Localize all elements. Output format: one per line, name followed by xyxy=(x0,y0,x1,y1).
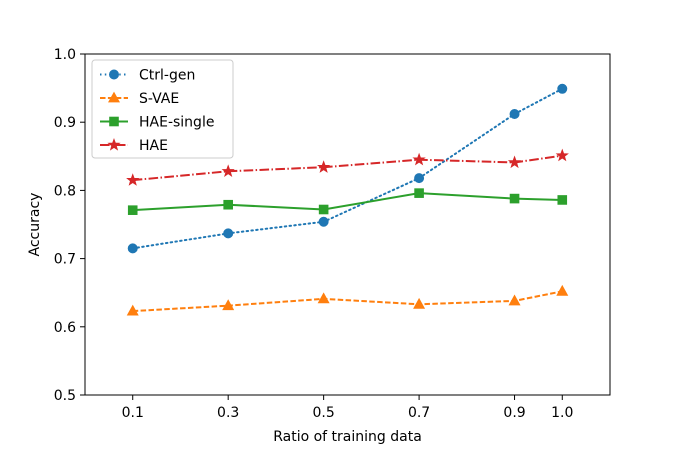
y-axis-ticks: 0.5 0.6 0.7 0.8 0.9 1.0 xyxy=(54,47,85,404)
legend-swatch-marker xyxy=(108,91,120,103)
series-line-hae-single xyxy=(132,192,563,212)
data-point-hae-single xyxy=(223,199,233,210)
data-point-hae xyxy=(317,160,331,173)
x-tick-label: 0.1 xyxy=(122,405,144,421)
data-point-hae xyxy=(555,148,569,162)
y-tick-label: 0.7 xyxy=(54,252,76,268)
legend-label: S-VAE xyxy=(139,91,179,107)
y-tick-label: 1.0 xyxy=(54,47,76,63)
x-axis-ticks: 0.1 0.3 0.5 0.7 0.9 1.0 xyxy=(122,395,573,421)
data-point-s-vae xyxy=(413,297,426,309)
data-point-ctrl-gen xyxy=(318,216,329,227)
data-point-hae xyxy=(221,164,235,177)
data-point-hae xyxy=(412,152,426,166)
data-point-hae-single xyxy=(318,204,329,215)
axes xyxy=(84,53,611,396)
y-tick-label: 0.9 xyxy=(54,115,76,131)
series-line-ctrl-gen xyxy=(131,87,564,250)
y-tick-label: 0.5 xyxy=(54,388,76,404)
legend-label: HAE xyxy=(139,138,168,154)
legend-entry-hae: HAE xyxy=(100,138,168,154)
legend-entry-hae-single: HAE-single xyxy=(100,115,214,131)
data-point-s-vae xyxy=(222,299,235,311)
data-point-ctrl-gen xyxy=(223,228,234,239)
legend-label: HAE-single xyxy=(139,115,214,131)
legend-label: Ctrl-gen xyxy=(139,68,195,84)
data-point-ctrl-gen xyxy=(509,109,520,120)
data-point-hae-single xyxy=(557,195,568,205)
x-tick-label: 1.0 xyxy=(551,405,573,421)
legend-entry-s-vae: S-VAE xyxy=(100,91,179,107)
data-point-hae-single xyxy=(127,205,138,215)
x-tick-label: 0.7 xyxy=(408,405,430,421)
data-point-hae-single xyxy=(414,188,424,198)
x-tick-label: 0.9 xyxy=(503,405,525,421)
data-point-s-vae xyxy=(556,284,569,296)
legend-swatch-marker xyxy=(107,138,121,151)
series-s-vae xyxy=(126,284,569,316)
x-axis-label: Ratio of training data xyxy=(273,429,422,445)
y-tick-label: 0.8 xyxy=(54,183,76,199)
axes-frame xyxy=(84,53,611,396)
data-point-hae-single xyxy=(509,193,520,204)
legend-entry-ctrl-gen: Ctrl-gen xyxy=(100,68,195,84)
y-tick-label: 0.6 xyxy=(54,320,76,336)
legend-box xyxy=(91,59,234,159)
data-point-s-vae xyxy=(126,304,139,316)
legend-swatch-marker xyxy=(109,116,119,127)
series-hae-single xyxy=(127,188,568,215)
x-tick-label: 0.5 xyxy=(313,405,335,421)
series-line-s-vae xyxy=(132,290,563,313)
legend-swatch-marker xyxy=(109,69,120,80)
series-hae xyxy=(126,148,569,186)
legend: Ctrl-gen S-VAE HAE-single HAE xyxy=(91,59,234,159)
data-point-hae xyxy=(126,173,140,186)
data-point-s-vae xyxy=(317,292,330,304)
y-axis-label: Accuracy xyxy=(27,193,43,257)
series-ctrl-gen xyxy=(127,83,568,254)
data-point-hae xyxy=(507,155,522,169)
data-point-ctrl-gen xyxy=(557,83,568,94)
data-point-ctrl-gen xyxy=(414,173,425,184)
plot-area xyxy=(126,83,569,316)
x-tick-label: 0.3 xyxy=(217,405,239,421)
series-line-hae xyxy=(132,154,563,182)
data-point-s-vae xyxy=(508,294,521,306)
data-point-ctrl-gen xyxy=(127,243,138,254)
